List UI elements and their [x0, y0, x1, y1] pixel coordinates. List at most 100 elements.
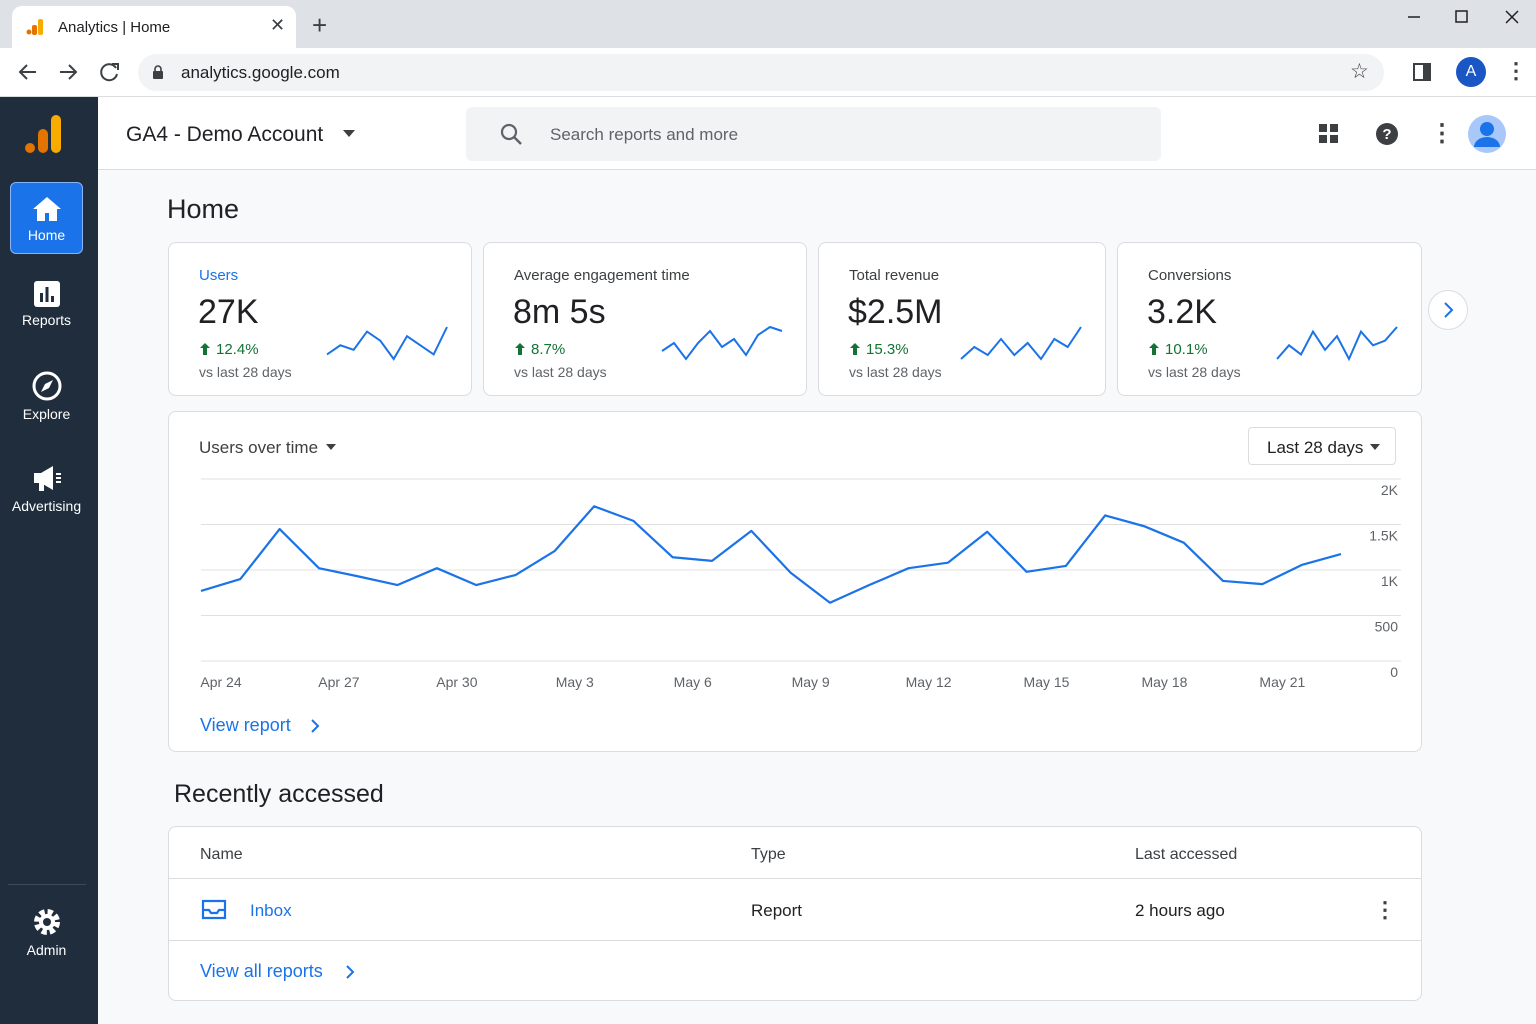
kpi-card: Conversions 3.2K 10.1% vs last 28 days: [1117, 242, 1422, 396]
tab-close[interactable]: ✕: [270, 15, 286, 35]
data-line: [200, 505, 1342, 604]
kpi-value: 27K: [198, 293, 259, 331]
date-range-arrow: [1370, 444, 1380, 450]
window-controls[interactable]: [1400, 6, 1526, 28]
new-tab[interactable]: +: [312, 10, 328, 40]
recent-title: Recently accessed: [174, 780, 384, 808]
page-title: Home: [167, 194, 240, 224]
chart-title-arrow[interactable]: [325, 443, 337, 451]
explore-icon: [32, 371, 61, 401]
recent-table: Name Type Last accessed Inbox Report 2 h…: [168, 826, 1422, 1001]
search-box[interactable]: Search reports and more: [466, 107, 1161, 161]
y-tick-label: 0: [1390, 664, 1398, 680]
kpi-change: 15.3%: [866, 341, 909, 358]
nav-home[interactable]: Home: [10, 182, 83, 254]
bookmark-star[interactable]: ☆: [1350, 60, 1369, 83]
kpi-label: Total revenue: [849, 267, 940, 284]
more-menu[interactable]: ⋮: [1430, 120, 1454, 147]
nav-buttons[interactable]: [16, 60, 126, 84]
x-tick-label: May 9: [792, 674, 830, 690]
sidebar-divider: [8, 884, 86, 885]
x-tick-label: May 18: [1141, 674, 1187, 690]
y-tick-label: 500: [1375, 619, 1399, 635]
y-tick-label: 1.5K: [1369, 528, 1398, 544]
nav-label: Admin: [26, 942, 67, 958]
row-divider: [169, 940, 1421, 941]
sparkline-line: [326, 326, 448, 361]
kpi-card: Total revenue $2.5M 15.3% vs last 28 days: [818, 242, 1106, 396]
chevron-right: [1444, 302, 1454, 318]
kpi-card[interactable]: Users 27K 12.4% vs last 28 days: [168, 242, 472, 396]
link-chevron[interactable]: [344, 963, 356, 981]
nav-explore[interactable]: Explore: [10, 358, 83, 430]
nav-reports[interactable]: Reports: [10, 268, 83, 340]
chart-title[interactable]: Users over time: [199, 438, 319, 457]
kpi-value: 3.2K: [1147, 293, 1217, 331]
lock-icon: [153, 65, 163, 79]
nav-advertising[interactable]: Advertising: [10, 450, 83, 522]
date-range-picker[interactable]: Last 28 days: [1248, 427, 1396, 465]
tab[interactable]: Analytics | Home ✕: [12, 6, 296, 48]
up-arrow: [515, 343, 525, 355]
kpi-label: Average engagement time: [514, 267, 690, 284]
inbox-icon: [201, 899, 227, 920]
kpi-card: Average engagement time 8m 5s 8.7% vs last …: [483, 242, 807, 396]
browser-menu[interactable]: ⋮: [1505, 58, 1527, 83]
row-menu[interactable]: ⋮: [1374, 897, 1396, 922]
svg-text:?: ?: [1382, 126, 1391, 143]
view-report-link[interactable]: View report: [200, 715, 291, 735]
chart-card: Users over time Last 28 days 0 500 1K 1.5K 2…: [168, 411, 1422, 752]
nav-label: Reports: [21, 312, 72, 328]
cards-next-button[interactable]: [1428, 290, 1468, 330]
apps-icon[interactable]: [1318, 123, 1340, 145]
x-tick-label: May 15: [1024, 674, 1070, 690]
sparkline: [960, 326, 1082, 361]
user-avatar[interactable]: [1467, 114, 1507, 154]
up-arrow-shape: [1149, 343, 1159, 355]
search-placeholder: Search reports and more: [550, 125, 739, 144]
account-picker[interactable]: GA4 - Demo Account: [126, 123, 324, 146]
help-icon[interactable]: ?: [1375, 122, 1399, 146]
omnibox[interactable]: analytics.google.com ☆: [138, 54, 1384, 91]
x-tick-label: May 12: [906, 674, 952, 690]
link-chevron[interactable]: [309, 717, 321, 735]
sparkline: [1276, 326, 1398, 362]
column-header: Last accessed: [1135, 846, 1238, 863]
sparkline-line: [960, 326, 1082, 361]
x-tick-label: Apr 27: [318, 674, 359, 690]
up-arrow-shape: [850, 343, 860, 355]
row-name[interactable]: Inbox: [250, 901, 292, 920]
up-arrow: [200, 343, 210, 355]
row-type: Report: [751, 901, 803, 920]
x-tick-label: May 3: [556, 674, 594, 690]
side-panel-icon[interactable]: [1412, 62, 1432, 82]
up-arrow-shape: [200, 343, 210, 355]
nav-label: Advertising: [11, 498, 82, 514]
up-arrow-shape: [515, 343, 525, 355]
kpi-change: 10.1%: [1165, 341, 1208, 358]
line-chart: 0 500 1K 1.5K 2K Apr 24 Apr 27 Apr 30 May 3 May 6…: [200, 478, 1401, 690]
kpi-change: 12.4%: [216, 341, 259, 358]
row-last-accessed: 2 hours ago: [1135, 901, 1225, 920]
column-header: Name: [200, 846, 243, 863]
account-dropdown-arrow[interactable]: [342, 128, 356, 138]
up-arrow: [850, 343, 860, 355]
kpi-label: Conversions: [1148, 267, 1232, 284]
home-icon: [32, 197, 61, 221]
kpi-note: vs last 28 days: [199, 364, 292, 380]
view-all-link[interactable]: View all reports: [200, 961, 323, 981]
nav-admin[interactable]: Admin: [10, 894, 83, 966]
nav-label: Home: [27, 227, 66, 243]
sparkline-line: [1276, 326, 1398, 362]
up-arrow: [1149, 343, 1159, 355]
y-tick-label: 2K: [1381, 482, 1399, 498]
x-tick-label: May 21: [1259, 674, 1305, 690]
search-icon: [500, 123, 522, 145]
tab-favicon: [26, 19, 43, 35]
nav-label: Explore: [22, 406, 71, 422]
sparkline: [661, 325, 783, 361]
kpi-note: vs last 28 days: [849, 364, 942, 380]
advertising-icon: [33, 466, 61, 491]
profile-button[interactable]: A: [1456, 57, 1486, 87]
